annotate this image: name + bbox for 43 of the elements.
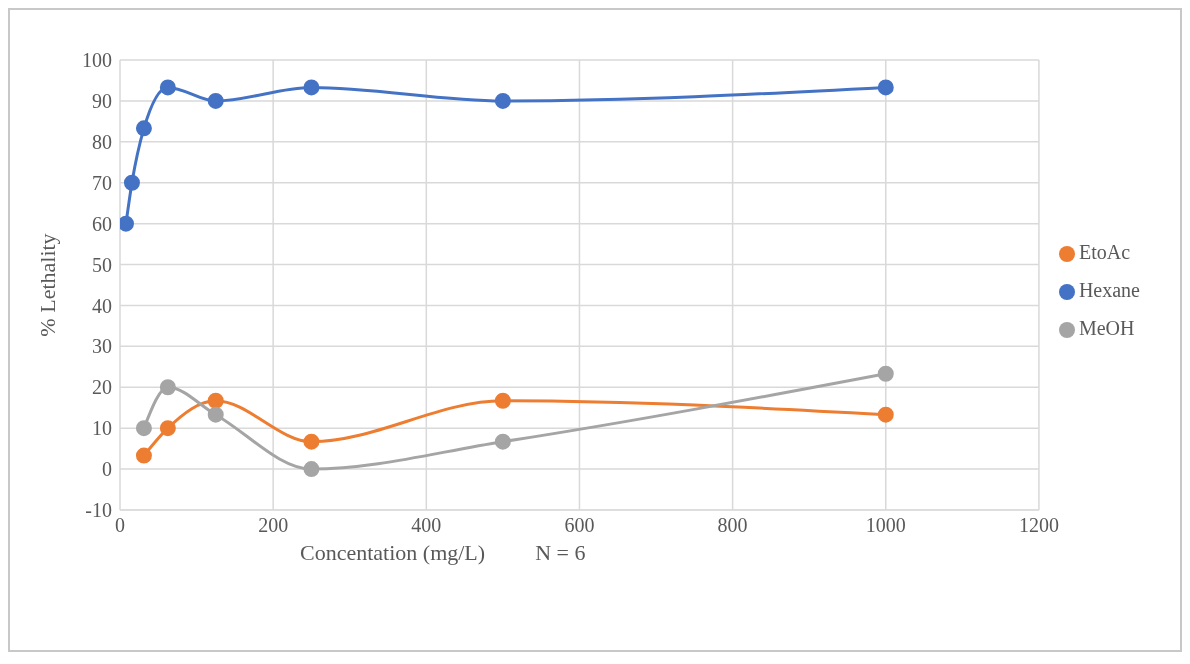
point: [207, 406, 224, 423]
point: [135, 120, 152, 137]
x-tick-label: 1200: [1018, 514, 1059, 537]
x-tick-label: 800: [717, 514, 748, 537]
y-tick-label: 40: [92, 294, 112, 317]
legend-label: Hexane: [1078, 279, 1140, 301]
x-tick-label: 600: [564, 514, 595, 537]
point: [159, 79, 176, 96]
point: [159, 420, 176, 437]
y-tick-label: 0: [102, 458, 112, 481]
point: [494, 433, 511, 450]
point: [303, 461, 320, 478]
y-axis-title: % Lethality: [34, 233, 60, 337]
point: [494, 392, 511, 409]
y-tick-label: 20: [92, 376, 112, 399]
y-tick-label: 90: [92, 90, 112, 113]
y-tick-label: 30: [92, 335, 112, 358]
x-tick-label: 200: [258, 514, 289, 537]
point: [135, 447, 152, 464]
legend-label: MeOH: [1078, 317, 1135, 339]
y-tick-label: 70: [92, 171, 112, 194]
y-tick-label: 60: [92, 212, 112, 235]
legend-label: EtoAc: [1078, 241, 1131, 263]
point: [207, 392, 224, 409]
y-tick-label: 100: [82, 49, 112, 72]
text: N = 6: [535, 540, 586, 566]
y-tick-label: 80: [92, 130, 112, 153]
x-axis-title: Concentation (mg/L): [300, 540, 486, 566]
point: [877, 365, 894, 382]
point: [494, 92, 511, 109]
y-tick-label: -10: [85, 499, 112, 522]
y-tick-label: 10: [92, 417, 112, 440]
point: [877, 406, 894, 423]
y-tick-label: 50: [92, 253, 112, 276]
point: [135, 420, 152, 437]
x-tick-label: 1000: [865, 514, 906, 537]
point: [123, 174, 140, 191]
x-tick-label: 400: [411, 514, 442, 537]
point: [303, 79, 320, 96]
point: [877, 79, 894, 96]
point: [159, 379, 176, 396]
point: [207, 92, 224, 109]
point: [303, 433, 320, 450]
